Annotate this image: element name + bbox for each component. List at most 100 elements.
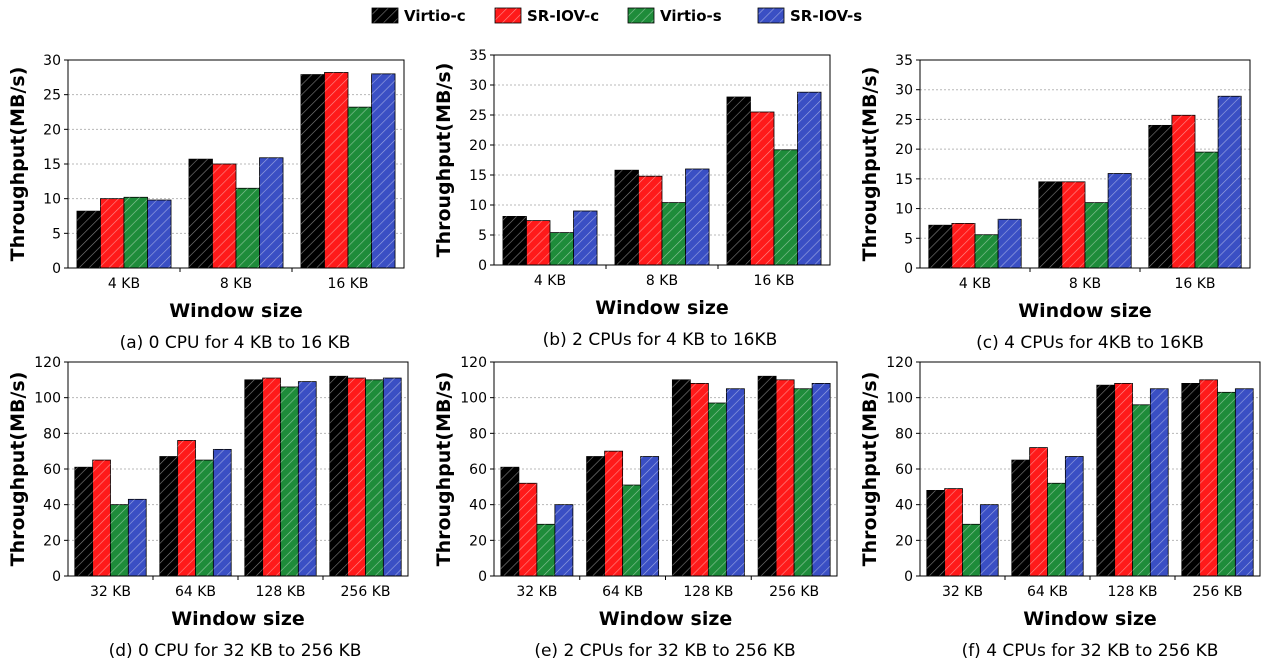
y-tick-label: 5 [904,231,913,247]
bar-hatch [188,159,213,268]
bar-hatch [951,223,975,268]
chart-panel-b: 0 5 10 15 20 25 30 35 4 KB 8 KB 16 KB Window size Th… [433,48,831,350]
x-axis-title: Window size [1018,300,1152,322]
bar-hatch [776,379,795,576]
legend-label: Virtio-c [404,7,466,25]
panel-caption: (b) 2 CPUs for 4 KB to 16KB [543,330,778,350]
x-axis-title: Window size [1023,608,1157,630]
bar-hatch [92,460,111,576]
bar-hatch [1096,385,1115,576]
plot-frame [919,59,1251,269]
bar-hatch [1038,181,1062,268]
bar-hatch [1047,483,1066,576]
y-tick-label: 5 [478,228,487,244]
y-tick-label: 60 [895,462,913,478]
legend-label: SR-IOV-c [527,7,599,25]
legend: Virtio-c SR-IOV-c Virtio-s SR-IOV-s [371,7,862,25]
bar-hatch [213,449,232,576]
legend-swatch-border [371,7,399,24]
bar-hatch [750,112,774,265]
bar-hatch [244,379,263,576]
bar-hatch [110,504,129,576]
bar-hatch [614,170,639,265]
chart-panel-c: 0 5 10 15 20 25 30 35 4 KB 8 KB 16 KB Window size Th… [859,53,1251,353]
bar-hatch [371,73,396,268]
bar-hatch [300,74,325,268]
y-tick-label: 0 [52,261,61,277]
x-tick-label: 64 KB [175,584,216,600]
y-tick-label: 100 [460,391,487,407]
y-tick-label: 10 [43,192,61,208]
bar-hatch [1108,173,1132,268]
bar-hatch [638,176,662,265]
bar-hatch [1195,152,1219,268]
x-tick-label: 128 KB [256,584,306,600]
y-tick-label: 5 [52,226,61,242]
y-tick-label: 20 [43,122,61,138]
y-tick-label: 15 [895,172,913,188]
x-tick-label: 4 KB [108,276,140,292]
chart-panel-a: 0 5 10 15 20 25 30 4 KB 8 KB 16 KB Window size Thro… [7,53,405,353]
bar-hatch [124,197,148,268]
legend-swatch-border [757,7,785,24]
y-tick-label: 40 [895,498,913,514]
bar-hatch [1171,115,1195,268]
x-tick-label: 8 KB [220,276,252,292]
x-tick-label: 256 KB [341,584,391,600]
bar-hatch [536,524,555,576]
bar-hatch [348,107,372,268]
bar-hatch [998,219,1022,268]
bar-hatch [726,97,751,265]
bar-hatch [1218,96,1242,268]
y-tick-label: 20 [469,138,487,154]
bar-hatch [573,211,598,265]
y-tick-label: 40 [43,498,61,514]
x-tick-label: 64 KB [602,584,643,600]
y-tick-label: 30 [43,53,61,69]
legend-swatch-border [627,7,655,24]
x-tick-label: 4 KB [534,273,566,289]
bar-hatch [383,378,402,576]
bar-hatch [1199,379,1218,576]
y-tick-label: 20 [43,533,61,549]
y-tick-label: 25 [895,112,913,128]
y-tick-label: 80 [469,426,487,442]
bar-hatch [147,200,172,268]
bar-hatch [975,234,999,268]
legend-swatch-hatch [372,8,398,23]
y-tick-label: 40 [469,498,487,514]
bar-hatch [672,379,691,576]
x-axis-title: Window size [595,297,729,319]
y-tick-label: 0 [904,569,913,585]
legend-swatch-hatch [628,8,654,23]
chart-panel-d: 0 20 40 60 80 100 120 32 KB 64 KB 128 KB 256 KB Win… [7,355,409,661]
bar-hatch [962,524,981,576]
bar-hatch [365,379,384,576]
y-tick-label: 60 [43,462,61,478]
bar-hatch [662,202,686,265]
bar-hatch [774,149,798,265]
bar-hatch [726,388,745,576]
bar-hatch [324,72,348,268]
bar-hatch [690,383,709,576]
legend-swatch-border [494,7,522,24]
x-axis-title: Window size [171,608,305,630]
bar-hatch [794,388,813,576]
y-tick-label: 15 [43,157,61,173]
panel-caption: (d) 0 CPU for 32 KB to 256 KB [109,641,362,661]
x-tick-label: 256 KB [769,584,819,600]
y-axis-title: Throughput(MB/s) [859,67,881,262]
bar-hatch [1011,460,1030,576]
y-tick-label: 25 [469,108,487,124]
bar-hatch [926,490,945,576]
bar-hatch [685,169,710,265]
x-axis-title: Window size [599,608,733,630]
bar-hatch [500,467,519,576]
bar-hatch [259,157,284,268]
x-tick-label: 64 KB [1027,584,1068,600]
bar-hatch [604,451,623,576]
legend-label: SR-IOV-s [790,7,862,25]
bar-hatch [758,376,777,576]
bar-hatch [195,460,214,576]
bar-hatch [1065,456,1084,576]
